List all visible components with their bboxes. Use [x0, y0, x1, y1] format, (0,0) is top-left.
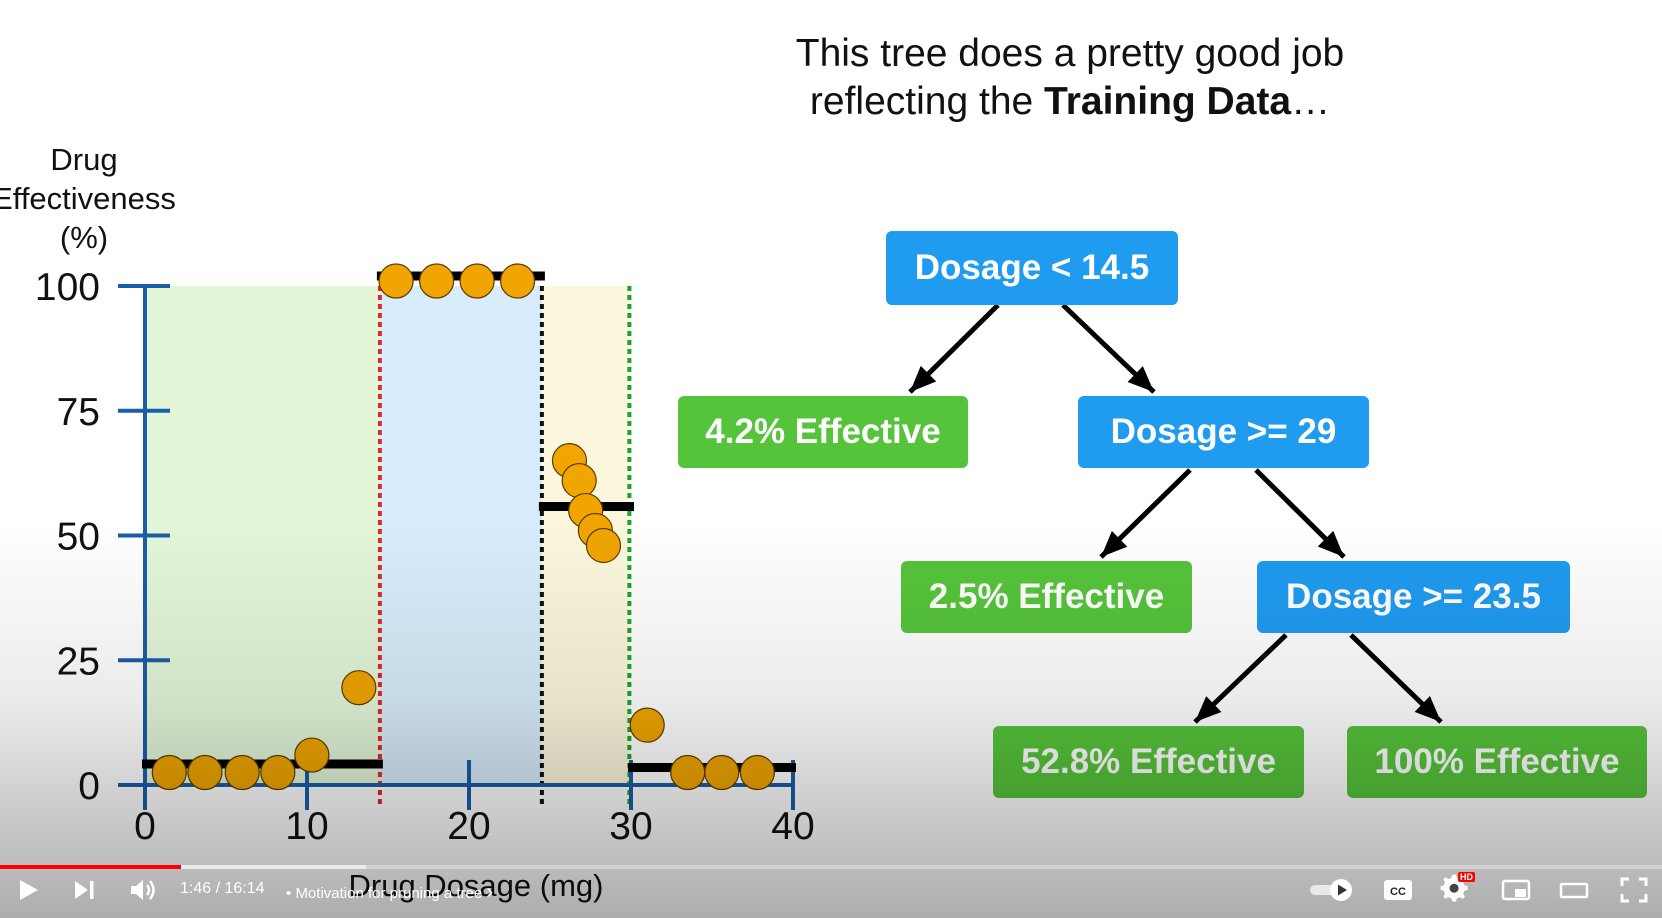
- tree-node-dosage-29-label: Dosage >= 29: [1110, 412, 1337, 451]
- miniplayer-icon: [1501, 879, 1531, 901]
- tree-arrowhead-5: [1414, 696, 1441, 722]
- time-display: 1:46 / 16:14: [180, 880, 265, 898]
- data-point-4: [294, 737, 330, 773]
- chapter-bullet: •: [286, 885, 292, 902]
- y-tick-label-50: 50: [57, 516, 100, 559]
- autoplay-toggle[interactable]: [1306, 870, 1356, 910]
- data-point-0: [151, 754, 187, 791]
- chart-tick-labels: 0 25 50 75 100 0 10 20 30 40 Drug Dosage (mg): [35, 266, 815, 903]
- captions-icon: CC: [1384, 880, 1412, 900]
- hd-badge: HD: [1458, 872, 1475, 882]
- x-tick-label-20: 20: [447, 805, 490, 848]
- next-button[interactable]: [66, 870, 102, 910]
- chart-y-axis-label: Drug Effectiveness (%): [0, 142, 176, 255]
- chapter-title: Motivation for pruning a tree: [295, 885, 483, 902]
- theater-mode-button[interactable]: [1554, 870, 1594, 910]
- data-point-9: [499, 263, 536, 299]
- chapter-button[interactable]: • Motivation for pruning a tree ›: [286, 881, 493, 904]
- slide-title-suffix: …: [1291, 80, 1331, 123]
- data-point-15: [629, 707, 665, 743]
- slide-title-text-1: This tree does a pretty good job: [795, 32, 1345, 75]
- x-axis-label: Drug Dosage (mg): [349, 868, 604, 903]
- tree-leaf-100-label: 100% Effective: [1374, 742, 1620, 781]
- y-axis-label-line-2: (%): [60, 220, 108, 255]
- chart-points: [151, 263, 775, 791]
- slide-title-bold: Training Data: [1044, 80, 1292, 123]
- tree-leaf-52-8: 52.8% Effective: [993, 726, 1304, 798]
- settings-button[interactable]: HD: [1434, 870, 1478, 910]
- tree-arrowhead-1: [1127, 366, 1154, 392]
- chart-region-0: [145, 286, 380, 785]
- data-point-1: [187, 754, 223, 791]
- tree-node-root-label: Dosage < 14.5: [914, 248, 1150, 287]
- mute-button[interactable]: [124, 870, 162, 910]
- slide-title-line-1: This tree does a pretty good job: [720, 30, 1420, 78]
- tree-leaf-4-2: 4.2% Effective: [678, 396, 968, 468]
- chart-split-lines: [377, 286, 632, 807]
- chapter-chevron-icon: ›: [486, 881, 494, 903]
- tree-node-root: Dosage < 14.5: [886, 231, 1178, 305]
- fullscreen-button[interactable]: [1614, 870, 1654, 910]
- y-tick-label-100: 100: [35, 266, 100, 309]
- tree-leaf-2-5: 2.5% Effective: [901, 561, 1192, 633]
- tree-arrows: [908, 303, 1443, 724]
- data-point-16: [670, 754, 706, 791]
- data-point-17: [704, 754, 740, 791]
- fullscreen-icon: [1620, 877, 1648, 903]
- tree-arrowhead-4: [1195, 696, 1222, 722]
- tree-node-dosage-29: Dosage >= 29: [1078, 396, 1369, 468]
- x-tick-label-0: 0: [134, 805, 156, 848]
- theater-icon: [1559, 882, 1589, 899]
- current-time: 1:46: [180, 880, 212, 897]
- x-tick-label-30: 30: [609, 805, 652, 848]
- tree-leaf-2-5-label: 2.5% Effective: [928, 577, 1165, 616]
- data-point-18: [739, 754, 775, 791]
- tree-arrowhead-2: [1101, 530, 1128, 557]
- chart-regions: [145, 286, 630, 785]
- data-point-7: [419, 263, 455, 299]
- autoplay-icon: [1310, 879, 1352, 901]
- data-point-6: [378, 263, 414, 299]
- data-point-3: [260, 754, 296, 791]
- data-point-5: [341, 670, 377, 706]
- tree-arrowhead-3: [1317, 530, 1344, 557]
- slide-title-line-2: reflecting the Training Data…: [720, 78, 1420, 126]
- skip-next-icon: [75, 881, 94, 899]
- data-point-11: [561, 463, 597, 499]
- y-axis-label-line-0: Drug: [50, 142, 117, 177]
- tree-node-dosage-23-5-label: Dosage >= 23.5: [1286, 577, 1541, 616]
- progress-buffered: [0, 865, 366, 869]
- captions-button[interactable]: CC: [1378, 870, 1418, 910]
- x-tick-label-10: 10: [285, 805, 328, 848]
- slide-title-prefix: reflecting the: [809, 80, 1045, 123]
- y-tick-label-25: 25: [57, 640, 100, 683]
- progress-bar[interactable]: [0, 865, 1662, 869]
- data-point-8: [459, 263, 495, 299]
- x-tick-label-40: 40: [771, 805, 814, 848]
- duration: 16:14: [224, 880, 265, 897]
- progress-played: [0, 865, 182, 869]
- tree-arrowhead-0: [910, 365, 937, 392]
- tree-node-dosage-23-5: Dosage >= 23.5: [1257, 561, 1570, 633]
- tree-leaf-4-2-label: 4.2% Effective: [705, 412, 941, 451]
- y-tick-label-75: 75: [57, 391, 100, 434]
- volume-icon: [131, 880, 155, 900]
- play-button[interactable]: [10, 870, 46, 910]
- play-icon: [20, 880, 38, 900]
- chart-region-1: [379, 286, 542, 785]
- tree-leaf-100: 100% Effective: [1347, 726, 1647, 798]
- y-axis-label-line-1: Effectiveness: [0, 181, 176, 216]
- tree-leaf-52-8-label: 52.8% Effective: [1021, 742, 1276, 781]
- data-point-14: [585, 527, 622, 564]
- cc-text: CC: [1390, 886, 1406, 898]
- time-separator: /: [211, 880, 225, 897]
- miniplayer-button[interactable]: [1496, 870, 1536, 910]
- y-tick-label-0: 0: [78, 765, 100, 808]
- data-point-2: [224, 754, 260, 791]
